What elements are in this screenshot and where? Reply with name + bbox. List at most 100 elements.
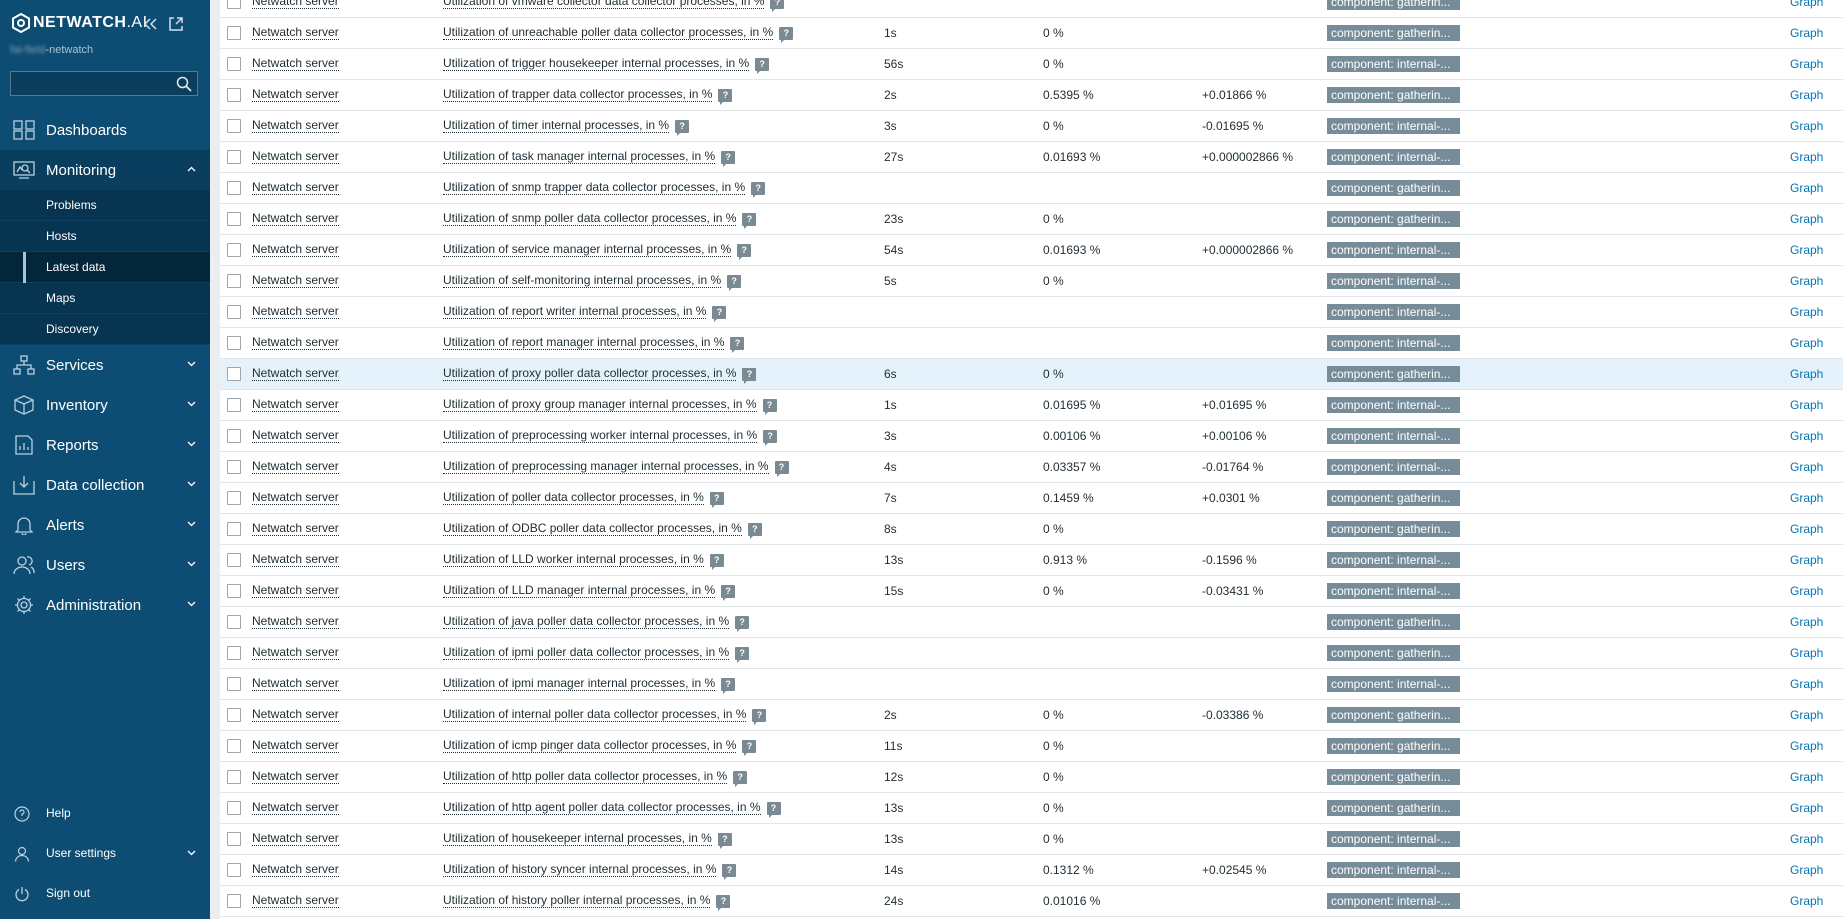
tag-badge[interactable]: component: internal-...: [1327, 428, 1460, 444]
row-checkbox[interactable]: [227, 739, 241, 753]
row-checkbox[interactable]: [227, 863, 241, 877]
row-checkbox[interactable]: [227, 708, 241, 722]
search-input[interactable]: [10, 71, 198, 96]
description-icon[interactable]: ?: [762, 398, 777, 415]
graph-link[interactable]: Graph: [1790, 553, 1824, 567]
description-icon[interactable]: ?: [779, 26, 794, 43]
description-icon[interactable]: ?: [727, 274, 742, 291]
tag-badge[interactable]: component: internal-...: [1327, 552, 1460, 568]
row-checkbox[interactable]: [227, 584, 241, 598]
row-checkbox[interactable]: [227, 367, 241, 381]
nav-monitoring[interactable]: Monitoring: [0, 150, 210, 190]
graph-link[interactable]: Graph: [1790, 367, 1824, 381]
item-name-link[interactable]: Utilization of ipmi poller data collecto…: [443, 645, 730, 660]
description-icon[interactable]: ?: [763, 429, 778, 446]
host-link[interactable]: Netwatch server: [252, 707, 339, 722]
item-name-link[interactable]: Utilization of LLD worker internal proce…: [443, 552, 704, 567]
graph-link[interactable]: Graph: [1790, 894, 1824, 908]
tag-badge[interactable]: component: gatherin...: [1327, 738, 1460, 754]
graph-link[interactable]: Graph: [1790, 832, 1824, 846]
nav-maps[interactable]: Maps: [0, 283, 210, 314]
graph-link[interactable]: Graph: [1790, 26, 1824, 40]
row-checkbox[interactable]: [227, 243, 241, 257]
item-name-link[interactable]: Utilization of ipmi manager internal pro…: [443, 676, 716, 691]
tag-badge[interactable]: component: gatherin...: [1327, 521, 1460, 537]
host-link[interactable]: Netwatch server: [252, 769, 339, 784]
graph-link[interactable]: Graph: [1790, 801, 1824, 815]
graph-link[interactable]: Graph: [1790, 150, 1824, 164]
graph-link[interactable]: Graph: [1790, 119, 1824, 133]
row-checkbox[interactable]: [227, 336, 241, 350]
row-checkbox[interactable]: [227, 181, 241, 195]
nav-hosts[interactable]: Hosts: [0, 221, 210, 252]
row-checkbox[interactable]: [227, 26, 241, 40]
tag-badge[interactable]: component: gatherin...: [1327, 25, 1460, 41]
graph-link[interactable]: Graph: [1790, 181, 1824, 195]
graph-link[interactable]: Graph: [1790, 491, 1824, 505]
item-name-link[interactable]: Utilization of poller data collector pro…: [443, 490, 704, 505]
item-name-link[interactable]: Utilization of timer internal processes,…: [443, 118, 670, 133]
host-link[interactable]: Netwatch server: [252, 459, 339, 474]
tag-badge[interactable]: component: gatherin...: [1327, 769, 1460, 785]
host-link[interactable]: Netwatch server: [252, 335, 339, 350]
description-icon[interactable]: ?: [718, 88, 733, 105]
graph-link[interactable]: Graph: [1790, 0, 1824, 9]
host-link[interactable]: Netwatch server: [252, 490, 339, 505]
tag-badge[interactable]: component: internal-...: [1327, 831, 1460, 847]
tag-badge[interactable]: component: internal-...: [1327, 335, 1460, 351]
description-icon[interactable]: ?: [709, 553, 724, 570]
row-checkbox[interactable]: [227, 274, 241, 288]
item-name-link[interactable]: Utilization of http poller data collecto…: [443, 769, 728, 784]
nav-problems[interactable]: Problems: [0, 190, 210, 221]
host-link[interactable]: Netwatch server: [252, 521, 339, 536]
item-name-link[interactable]: Utilization of unreachable poller data c…: [443, 25, 774, 40]
graph-link[interactable]: Graph: [1790, 615, 1824, 629]
item-name-link[interactable]: Utilization of task manager internal pro…: [443, 149, 716, 164]
row-checkbox[interactable]: [227, 801, 241, 815]
tag-badge[interactable]: component: gatherin...: [1327, 211, 1460, 227]
graph-link[interactable]: Graph: [1790, 460, 1824, 474]
graph-link[interactable]: Graph: [1790, 57, 1824, 71]
tag-badge[interactable]: component: internal-...: [1327, 56, 1460, 72]
tag-badge[interactable]: component: gatherin...: [1327, 645, 1460, 661]
graph-link[interactable]: Graph: [1790, 305, 1824, 319]
item-name-link[interactable]: Utilization of http agent poller data co…: [443, 800, 761, 815]
row-checkbox[interactable]: [227, 894, 241, 908]
nav-users[interactable]: Users: [0, 545, 210, 585]
host-link[interactable]: Netwatch server: [252, 180, 339, 195]
tag-badge[interactable]: component: internal-...: [1327, 676, 1460, 692]
graph-link[interactable]: Graph: [1790, 522, 1824, 536]
item-name-link[interactable]: Utilization of snmp poller data collecto…: [443, 211, 737, 226]
tag-badge[interactable]: component: gatherin...: [1327, 800, 1460, 816]
item-name-link[interactable]: Utilization of vmware collector data col…: [443, 0, 765, 9]
row-checkbox[interactable]: [227, 88, 241, 102]
description-icon[interactable]: ?: [770, 0, 785, 12]
tag-badge[interactable]: component: gatherin...: [1327, 707, 1460, 723]
graph-link[interactable]: Graph: [1790, 646, 1824, 660]
description-icon[interactable]: ?: [716, 894, 731, 911]
description-icon[interactable]: ?: [733, 770, 748, 787]
nav-inventory[interactable]: Inventory: [0, 385, 210, 425]
item-name-link[interactable]: Utilization of proxy poller data collect…: [443, 366, 737, 381]
nav-latest-data[interactable]: Latest data: [0, 252, 210, 283]
description-icon[interactable]: ?: [742, 367, 757, 384]
graph-link[interactable]: Graph: [1790, 584, 1824, 598]
nav-discovery[interactable]: Discovery: [0, 314, 210, 345]
tag-badge[interactable]: component: internal-...: [1327, 149, 1460, 165]
description-icon[interactable]: ?: [742, 212, 757, 229]
host-link[interactable]: Netwatch server: [252, 428, 339, 443]
tag-badge[interactable]: component: internal-...: [1327, 304, 1460, 320]
row-checkbox[interactable]: [227, 460, 241, 474]
item-name-link[interactable]: Utilization of preprocessing worker inte…: [443, 428, 758, 443]
nav-administration[interactable]: Administration: [0, 585, 210, 625]
graph-link[interactable]: Graph: [1790, 88, 1824, 102]
tag-badge[interactable]: component: gatherin...: [1327, 0, 1460, 10]
nav-services[interactable]: Services: [0, 345, 210, 385]
item-name-link[interactable]: Utilization of housekeeper internal proc…: [443, 831, 712, 846]
row-checkbox[interactable]: [227, 832, 241, 846]
nav-dashboards[interactable]: Dashboards: [0, 110, 210, 150]
description-icon[interactable]: ?: [722, 863, 737, 880]
description-icon[interactable]: ?: [766, 801, 781, 818]
host-link[interactable]: Netwatch server: [252, 862, 339, 877]
item-name-link[interactable]: Utilization of self-monitoring internal …: [443, 273, 722, 288]
